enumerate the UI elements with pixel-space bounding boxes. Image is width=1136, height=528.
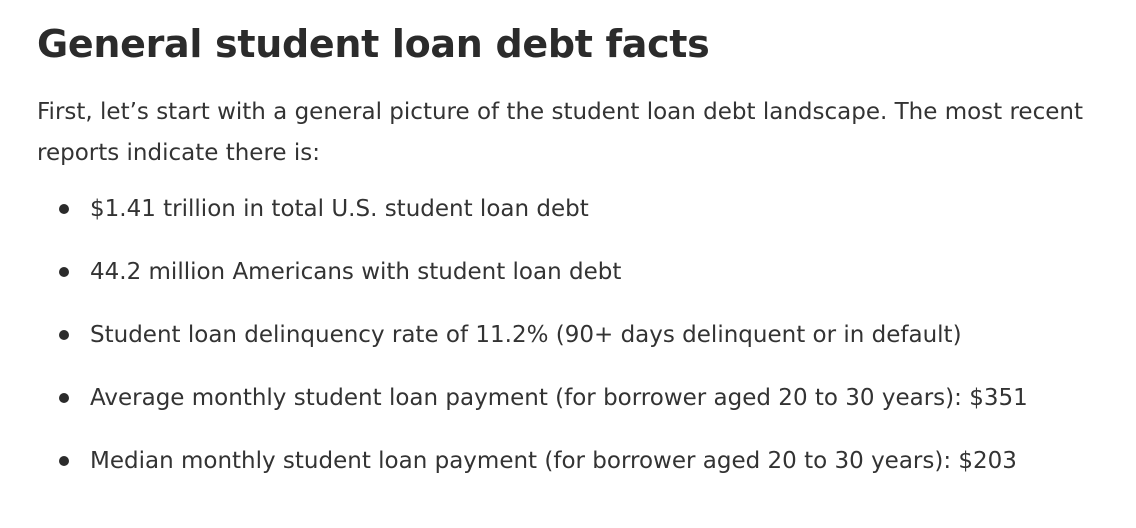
bullet-icon xyxy=(59,204,69,214)
fact-text: 44.2 million Americans with student loan… xyxy=(90,259,622,285)
bullet-icon xyxy=(59,393,69,403)
list-item: Average monthly student loan payment (fo… xyxy=(37,382,1117,414)
fact-text: Average monthly student loan payment (fo… xyxy=(90,385,1028,411)
list-item: $1.41 trillion in total U.S. student loa… xyxy=(37,193,1117,225)
bullet-icon xyxy=(59,330,69,340)
fact-text: Median monthly student loan payment (for… xyxy=(90,448,1017,474)
intro-paragraph: First, let’s start with a general pictur… xyxy=(37,99,1083,166)
list-item: Student loan delinquency rate of 11.2% (… xyxy=(37,319,1117,351)
section-heading: General student loan debt facts xyxy=(37,22,710,66)
fact-text: Student loan delinquency rate of 11.2% (… xyxy=(90,322,962,348)
list-item: Median monthly student loan payment (for… xyxy=(37,445,1117,477)
list-item: 44.2 million Americans with student loan… xyxy=(37,256,1117,288)
article-section: General student loan debt facts First, l… xyxy=(37,18,1117,508)
bullet-icon xyxy=(59,456,69,466)
facts-list: $1.41 trillion in total U.S. student loa… xyxy=(37,193,1117,477)
bullet-icon xyxy=(59,267,69,277)
fact-text: $1.41 trillion in total U.S. student loa… xyxy=(90,196,589,222)
